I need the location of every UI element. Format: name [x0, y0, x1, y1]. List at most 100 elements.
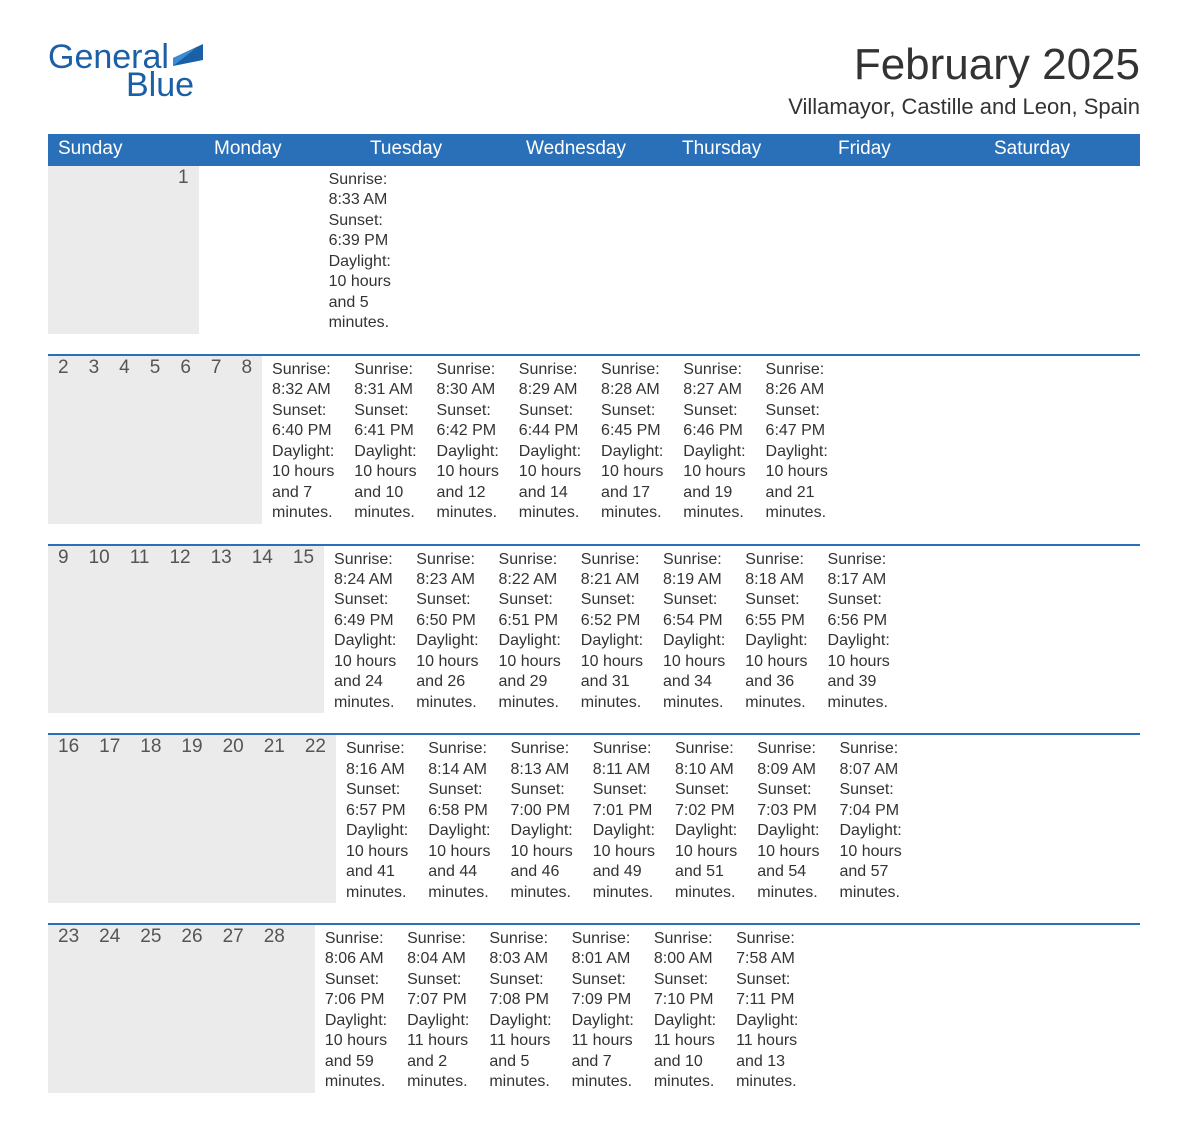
sunset-text: Sunset: 6:58 PM [428, 780, 490, 821]
day-number [48, 166, 68, 334]
day-cell: Sunrise: 8:13 AMSunset: 7:00 PMDaylight:… [500, 735, 582, 903]
day-cell: Sunrise: 8:01 AMSunset: 7:09 PMDaylight:… [562, 925, 644, 1093]
day-cell: Sunrise: 8:16 AMSunset: 6:57 PMDaylight:… [336, 735, 418, 903]
sunset-text: Sunset: 6:44 PM [519, 401, 581, 442]
calendar: Sunday Monday Tuesday Wednesday Thursday… [48, 134, 1140, 1093]
day-number: 5 [140, 356, 171, 524]
day-number: 6 [170, 356, 201, 524]
sunrise-text: Sunrise: 8:07 AM [839, 739, 901, 780]
sunset-text: Sunset: 7:00 PM [510, 780, 572, 821]
day-number: 27 [213, 925, 254, 1093]
day-number: 22 [295, 735, 336, 903]
day-content-row: Sunrise: 8:16 AMSunset: 6:57 PMDaylight:… [336, 735, 912, 903]
day-cell: Sunrise: 8:11 AMSunset: 7:01 PMDaylight:… [583, 735, 665, 903]
day-number: 9 [48, 546, 79, 714]
weekday-header: Sunday [48, 134, 204, 166]
sunset-text: Sunset: 7:06 PM [325, 970, 387, 1011]
day-number: 14 [242, 546, 283, 714]
page-title: February 2025 [788, 40, 1140, 90]
day-cell: Sunrise: 8:06 AMSunset: 7:06 PMDaylight:… [315, 925, 397, 1093]
sunset-text: Sunset: 6:39 PM [329, 211, 391, 252]
day-cell: Sunrise: 8:29 AMSunset: 6:44 PMDaylight:… [509, 356, 591, 524]
day-cell [299, 166, 319, 334]
day-number: 3 [79, 356, 110, 524]
daylight-text: Daylight: 10 hours and 31 minutes. [581, 631, 643, 713]
sunrise-text: Sunrise: 8:00 AM [654, 929, 716, 970]
sunrise-text: Sunrise: 8:26 AM [766, 360, 828, 401]
sunrise-text: Sunrise: 8:31 AM [354, 360, 416, 401]
day-content-row: Sunrise: 8:32 AMSunset: 6:40 PMDaylight:… [262, 356, 838, 524]
sunset-text: Sunset: 7:10 PM [654, 970, 716, 1011]
day-cell: Sunrise: 8:28 AMSunset: 6:45 PMDaylight:… [591, 356, 673, 524]
sunrise-text: Sunrise: 8:17 AM [828, 550, 890, 591]
daylight-text: Daylight: 10 hours and 19 minutes. [683, 442, 745, 524]
logo: General Blue [48, 40, 203, 102]
header: General Blue February 2025 Villamayor, C… [48, 40, 1140, 120]
calendar-week: 232425262728Sunrise: 8:06 AMSunset: 7:06… [48, 923, 1140, 1093]
day-number-row: 232425262728 [48, 925, 315, 1093]
sunrise-text: Sunrise: 8:29 AM [519, 360, 581, 401]
day-number: 19 [171, 735, 212, 903]
weekday-header: Monday [204, 134, 360, 166]
sunset-text: Sunset: 7:09 PM [572, 970, 634, 1011]
day-content-row: Sunrise: 8:24 AMSunset: 6:49 PMDaylight:… [324, 546, 900, 714]
day-number-row: 2345678 [48, 356, 262, 524]
title-block: February 2025 Villamayor, Castille and L… [788, 40, 1140, 120]
daylight-text: Daylight: 10 hours and 26 minutes. [416, 631, 478, 713]
day-number: 20 [213, 735, 254, 903]
calendar-week: 2345678Sunrise: 8:32 AMSunset: 6:40 PMDa… [48, 354, 1140, 524]
day-number: 25 [130, 925, 171, 1093]
day-cell: Sunrise: 8:21 AMSunset: 6:52 PMDaylight:… [571, 546, 653, 714]
day-number-row: 1 [48, 166, 199, 334]
day-cell [279, 166, 299, 334]
day-number: 26 [171, 925, 212, 1093]
sunrise-text: Sunrise: 8:23 AM [416, 550, 478, 591]
daylight-text: Daylight: 10 hours and 29 minutes. [499, 631, 561, 713]
day-number-row: 16171819202122 [48, 735, 336, 903]
sunrise-text: Sunrise: 7:58 AM [736, 929, 798, 970]
sunset-text: Sunset: 6:46 PM [683, 401, 745, 442]
weekday-header: Thursday [672, 134, 828, 166]
daylight-text: Daylight: 10 hours and 46 minutes. [510, 821, 572, 903]
sunset-text: Sunset: 6:45 PM [601, 401, 663, 442]
daylight-text: Daylight: 10 hours and 59 minutes. [325, 1011, 387, 1093]
day-number: 15 [283, 546, 324, 714]
day-cell: Sunrise: 8:09 AMSunset: 7:03 PMDaylight:… [747, 735, 829, 903]
sunrise-text: Sunrise: 8:27 AM [683, 360, 745, 401]
day-number [295, 925, 315, 1093]
day-content-row: Sunrise: 8:06 AMSunset: 7:06 PMDaylight:… [315, 925, 829, 1093]
day-cell: Sunrise: 8:10 AMSunset: 7:02 PMDaylight:… [665, 735, 747, 903]
daylight-text: Daylight: 10 hours and 14 minutes. [519, 442, 581, 524]
day-number: 4 [109, 356, 140, 524]
daylight-text: Daylight: 10 hours and 24 minutes. [334, 631, 396, 713]
sunrise-text: Sunrise: 8:03 AM [489, 929, 551, 970]
daylight-text: Daylight: 10 hours and 41 minutes. [346, 821, 408, 903]
day-cell: Sunrise: 8:03 AMSunset: 7:08 PMDaylight:… [479, 925, 561, 1093]
day-number: 28 [254, 925, 295, 1093]
day-number [108, 166, 128, 334]
sunrise-text: Sunrise: 8:01 AM [572, 929, 634, 970]
day-cell: Sunrise: 8:14 AMSunset: 6:58 PMDaylight:… [418, 735, 500, 903]
sunset-text: Sunset: 6:40 PM [272, 401, 334, 442]
day-number: 2 [48, 356, 79, 524]
sunrise-text: Sunrise: 8:09 AM [757, 739, 819, 780]
daylight-text: Daylight: 10 hours and 44 minutes. [428, 821, 490, 903]
location-subtitle: Villamayor, Castille and Leon, Spain [788, 94, 1140, 120]
sunset-text: Sunset: 6:50 PM [416, 590, 478, 631]
sunset-text: Sunset: 7:11 PM [736, 970, 798, 1011]
sunset-text: Sunset: 6:56 PM [828, 590, 890, 631]
day-number [148, 166, 168, 334]
day-cell: Sunrise: 8:00 AMSunset: 7:10 PMDaylight:… [644, 925, 726, 1093]
daylight-text: Daylight: 10 hours and 5 minutes. [329, 252, 391, 334]
sunset-text: Sunset: 7:02 PM [675, 780, 737, 821]
day-number: 1 [168, 166, 199, 334]
sunrise-text: Sunrise: 8:06 AM [325, 929, 387, 970]
sunset-text: Sunset: 7:07 PM [407, 970, 469, 1011]
day-cell: Sunrise: 8:24 AMSunset: 6:49 PMDaylight:… [324, 546, 406, 714]
day-cell: Sunrise: 8:26 AMSunset: 6:47 PMDaylight:… [756, 356, 838, 524]
sunrise-text: Sunrise: 8:22 AM [499, 550, 561, 591]
day-number: 21 [254, 735, 295, 903]
sunset-text: Sunset: 6:52 PM [581, 590, 643, 631]
daylight-text: Daylight: 11 hours and 7 minutes. [572, 1011, 634, 1093]
sunrise-text: Sunrise: 8:18 AM [745, 550, 807, 591]
